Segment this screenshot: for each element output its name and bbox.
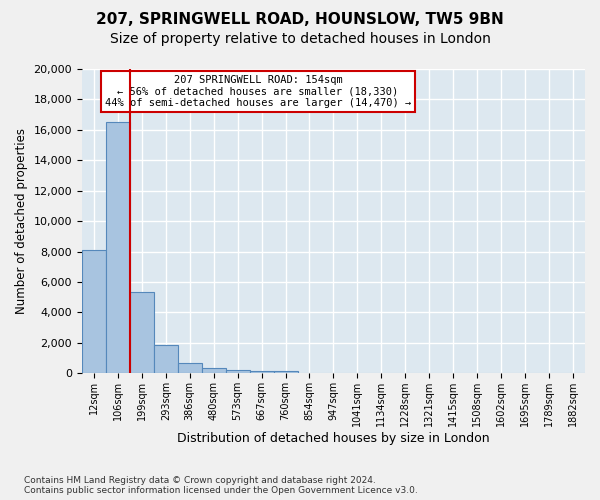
Bar	[130, 292, 154, 374]
Y-axis label: Number of detached properties: Number of detached properties	[15, 128, 28, 314]
Text: Contains HM Land Registry data © Crown copyright and database right 2024.
Contai: Contains HM Land Registry data © Crown c…	[24, 476, 418, 495]
Bar	[82, 250, 106, 374]
Bar	[226, 370, 250, 374]
Bar	[250, 370, 274, 374]
Bar	[178, 362, 202, 374]
Text: 207 SPRINGWELL ROAD: 154sqm
← 56% of detached houses are smaller (18,330)
44% of: 207 SPRINGWELL ROAD: 154sqm ← 56% of det…	[105, 75, 411, 108]
Bar	[154, 345, 178, 374]
Text: 207, SPRINGWELL ROAD, HOUNSLOW, TW5 9BN: 207, SPRINGWELL ROAD, HOUNSLOW, TW5 9BN	[96, 12, 504, 28]
Text: Size of property relative to detached houses in London: Size of property relative to detached ho…	[110, 32, 490, 46]
Bar	[274, 371, 298, 374]
Bar	[202, 368, 226, 374]
X-axis label: Distribution of detached houses by size in London: Distribution of detached houses by size …	[177, 432, 490, 445]
Bar	[106, 122, 130, 374]
